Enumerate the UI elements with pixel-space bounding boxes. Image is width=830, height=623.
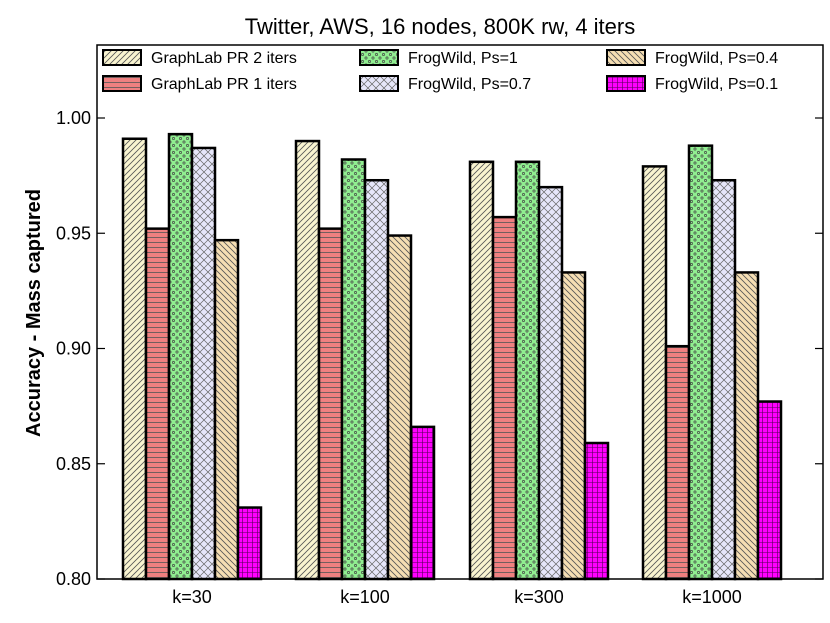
bar-0-1 (144, 227, 171, 581)
x-tick-label-2: k=300 (514, 587, 564, 607)
x-tick-label-1: k=100 (340, 587, 390, 607)
legend-label-4: FrogWild, Ps=0.4 (655, 50, 778, 67)
bar-3-2 (687, 144, 714, 581)
legend-swatch-2 (359, 49, 399, 66)
bar-3-0 (641, 165, 668, 581)
legend-label-2: FrogWild, Ps=1 (408, 50, 518, 67)
legend: GraphLab PR 2 iters GraphLab PR 1 iters Fr… (102, 49, 778, 93)
bar-3-5 (756, 400, 783, 581)
bar-2-5 (583, 441, 610, 581)
bar-2-2 (514, 160, 541, 581)
legend-swatch-4 (606, 49, 646, 66)
bar-0-0 (121, 137, 148, 581)
bar-0-5 (236, 506, 263, 581)
legend-label-5: FrogWild, Ps=0.1 (655, 76, 778, 93)
bar-1-1 (317, 227, 344, 581)
legend-label-1: GraphLab PR 1 iters (151, 76, 297, 93)
bar-3-1 (664, 344, 691, 581)
bar-1-3 (363, 178, 390, 581)
y-tick-label-2: 0.90 (56, 339, 91, 359)
x-tick-label-0: k=30 (172, 587, 212, 607)
y-tick-label-0: 0.80 (56, 569, 91, 589)
legend-item-3: FrogWild, Ps=0.7 (359, 75, 531, 93)
legend-swatch-0 (102, 49, 142, 66)
legend-item-2: FrogWild, Ps=1 (359, 49, 518, 67)
plot-area: 0.80 0.85 0.90 0.95 1.00 k=30 k=100 k=300 k=1000 (56, 108, 823, 607)
chart-title: Twitter, AWS, 16 nodes, 800K rw, 4 iters (245, 14, 635, 39)
x-tick-label-3: k=1000 (682, 587, 742, 607)
plot-frame (96, 44, 824, 580)
bar-2-0 (468, 160, 495, 581)
bar-1-4 (386, 234, 413, 581)
bar-1-5 (409, 425, 436, 581)
y-axis-label: Accuracy - Mass captured (23, 189, 45, 437)
bar-2-4 (560, 271, 587, 581)
legend-item-4: FrogWild, Ps=0.4 (606, 49, 778, 67)
bar-1-2 (340, 158, 367, 581)
bar-3-3 (710, 178, 737, 581)
legend-label-3: FrogWild, Ps=0.7 (408, 76, 531, 93)
y-tick-label-1: 0.85 (56, 454, 91, 474)
bar-1-0 (294, 139, 321, 581)
bar-2-1 (491, 215, 518, 581)
bar-3-4 (733, 271, 760, 581)
legend-swatch-5 (606, 75, 646, 92)
bar-0-3 (190, 146, 217, 581)
bar-2-3 (537, 185, 564, 581)
bar-0-2 (167, 132, 194, 581)
legend-label-0: GraphLab PR 2 iters (151, 50, 297, 67)
legend-item-5: FrogWild, Ps=0.1 (606, 75, 778, 93)
bar-0-4 (213, 238, 240, 581)
y-tick-label-3: 0.95 (56, 223, 91, 243)
y-tick-label-4: 1.00 (56, 108, 91, 128)
legend-swatch-1 (102, 75, 142, 92)
legend-item-0: GraphLab PR 2 iters (102, 49, 297, 67)
legend-item-1: GraphLab PR 1 iters (102, 75, 297, 93)
legend-swatch-3 (359, 75, 399, 92)
